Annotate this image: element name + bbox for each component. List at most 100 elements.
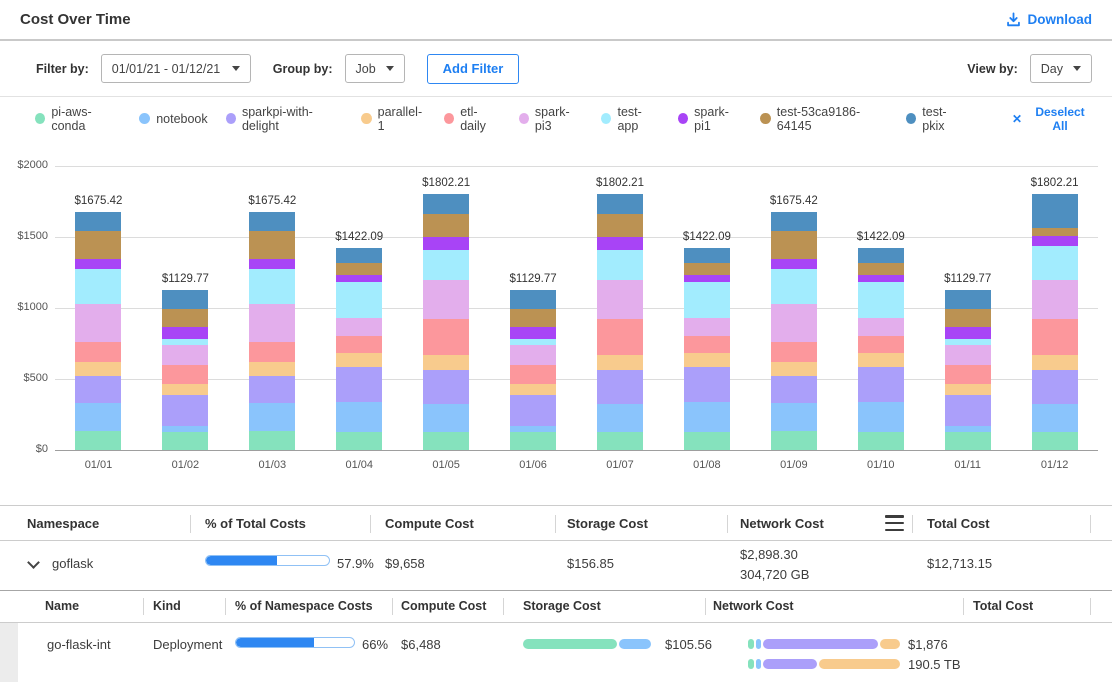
column-divider bbox=[963, 598, 964, 615]
network-usage-value: 190.5 TB bbox=[908, 657, 961, 672]
col-network[interactable]: Network Cost bbox=[713, 599, 794, 613]
bar-total-label: $1129.77 bbox=[944, 272, 992, 285]
col-storage[interactable]: Storage Cost bbox=[523, 599, 601, 613]
col-pct-ns[interactable]: % of Namespace Costs bbox=[235, 599, 373, 613]
legend-dot-icon bbox=[139, 113, 151, 124]
y-axis-tick-label: $2000 bbox=[17, 159, 48, 171]
cost-over-time-chart: $0 $500 $1000 $1500 $2000 $1675.42 $1129.77 $16… bbox=[0, 140, 1112, 497]
bar-slot: $1802.21 bbox=[1011, 140, 1098, 450]
chart-bar[interactable] bbox=[423, 194, 470, 450]
bar-segment-spark-pi1 bbox=[857, 274, 904, 282]
bar-segment-parallel-1 bbox=[944, 383, 991, 396]
bar-segment-spark-pi3 bbox=[249, 303, 296, 342]
legend-item-spark-pi1[interactable]: spark-pi1 bbox=[677, 105, 743, 133]
child-table-gutter bbox=[0, 623, 18, 682]
add-filter-button[interactable]: Add Filter bbox=[426, 53, 520, 84]
group-by-select[interactable]: Job bbox=[344, 54, 405, 83]
bar-segment-etl-daily bbox=[510, 365, 557, 384]
bar-segment-test-pkix bbox=[770, 212, 817, 232]
bar-segment-spark-pi3 bbox=[162, 345, 209, 366]
total-cost-value: $12,713.15 bbox=[927, 556, 993, 571]
bar-segment-etl-daily bbox=[857, 335, 904, 354]
bar-segment-etl-daily bbox=[770, 341, 817, 363]
chart-bar[interactable] bbox=[596, 194, 643, 450]
column-divider bbox=[555, 515, 556, 533]
bar-segment-notebook bbox=[162, 426, 209, 432]
legend-dot-icon bbox=[518, 113, 529, 124]
date-range-select[interactable]: 01/01/21 - 01/12/21 bbox=[100, 54, 251, 83]
bar-segment-sparkpi-with-delight bbox=[683, 366, 730, 402]
bar-segment-spark-pi1 bbox=[162, 327, 209, 339]
col-pct-total[interactable]: % of Total Costs bbox=[205, 516, 306, 531]
bar-segment-etl-daily bbox=[249, 341, 296, 363]
bar-segment-test-pkix bbox=[683, 248, 730, 263]
bar-segment-test-53ca9186-64145 bbox=[423, 213, 470, 238]
bar-segment-notebook bbox=[857, 401, 904, 433]
bar-segment-parallel-1 bbox=[770, 362, 817, 377]
column-divider bbox=[190, 515, 191, 533]
deselect-all-button[interactable]: ✕ Deselect All bbox=[1012, 105, 1092, 133]
chart-bar[interactable] bbox=[857, 248, 904, 450]
legend-item-notebook[interactable]: notebook bbox=[139, 112, 208, 126]
chart-bar[interactable] bbox=[249, 212, 296, 450]
x-axis-tick-label: 01/09 bbox=[780, 459, 808, 471]
bar-segment-spark-pi1 bbox=[944, 327, 991, 339]
chart-bar[interactable] bbox=[336, 248, 383, 450]
bar-segment-test-app bbox=[423, 250, 470, 281]
col-kind[interactable]: Kind bbox=[153, 599, 181, 613]
col-storage[interactable]: Storage Cost bbox=[567, 516, 648, 531]
bar-segment-test-53ca9186-64145 bbox=[75, 231, 122, 259]
bar-segment-pi-aws-conda bbox=[510, 432, 557, 450]
chart-bar[interactable] bbox=[770, 212, 817, 450]
legend-item-test-app[interactable]: test-app bbox=[601, 105, 660, 133]
legend-item-etl-daily[interactable]: etl-daily bbox=[443, 104, 501, 133]
bar-segment-pi-aws-conda bbox=[770, 431, 817, 450]
x-axis-tick-label: 01/12 bbox=[1040, 459, 1069, 471]
legend-item-label: test-app bbox=[617, 104, 642, 133]
deselect-all-label: Deselect All bbox=[1035, 104, 1085, 133]
bar-segment-spark-pi3 bbox=[857, 318, 904, 336]
network-usage-value: 304,720 GB bbox=[740, 567, 810, 582]
bar-segment-notebook bbox=[336, 401, 383, 433]
bar-segment-test-53ca9186-64145 bbox=[596, 213, 643, 238]
x-axis-tick-label: 01/05 bbox=[432, 459, 460, 471]
bar-segment-etl-daily bbox=[683, 335, 730, 354]
view-by-select[interactable]: Day bbox=[1029, 54, 1092, 83]
bar-segment-test-app bbox=[162, 338, 209, 346]
col-total[interactable]: Total Cost bbox=[973, 599, 1034, 613]
legend-item-spark-pi3[interactable]: spark-pi3 bbox=[518, 105, 584, 133]
col-namespace[interactable]: Namespace bbox=[27, 516, 100, 531]
mini-bar-segment bbox=[762, 659, 817, 669]
chart-bar[interactable] bbox=[162, 289, 209, 450]
legend-item-parallel-1[interactable]: parallel-1 bbox=[361, 105, 426, 133]
bar-segment-spark-pi1 bbox=[1031, 236, 1078, 247]
col-compute[interactable]: Compute Cost bbox=[401, 599, 487, 613]
view-by-value: Day bbox=[1040, 61, 1063, 76]
legend-item-sparkpi-with-delight[interactable]: sparkpi-with-delight bbox=[225, 105, 344, 133]
col-network[interactable]: Network Cost bbox=[740, 516, 824, 531]
column-settings-icon[interactable] bbox=[885, 515, 904, 531]
mini-bar-segment bbox=[748, 659, 755, 669]
download-button[interactable]: Download bbox=[1006, 12, 1092, 27]
col-compute[interactable]: Compute Cost bbox=[385, 516, 474, 531]
workload-row[interactable]: go-flask-int Deployment 66% $6,488 $105.… bbox=[0, 623, 1112, 682]
chart-bar[interactable] bbox=[683, 248, 730, 450]
legend-item-pi-aws-conda[interactable]: pi-aws-conda bbox=[35, 105, 121, 133]
bar-slot: $1675.42 bbox=[55, 140, 142, 450]
chart-bar[interactable] bbox=[1031, 194, 1078, 450]
col-total[interactable]: Total Cost bbox=[927, 516, 990, 531]
namespace-row[interactable]: goflask 57.9% $9,658 $156.85 $2,898.30 3… bbox=[0, 541, 1112, 590]
col-name[interactable]: Name bbox=[45, 599, 80, 613]
progress-fill bbox=[236, 638, 314, 647]
bar-segment-notebook bbox=[510, 426, 557, 432]
bar-total-label: $1675.42 bbox=[769, 195, 818, 208]
legend-item-label: etl-daily bbox=[460, 104, 486, 133]
legend-item-test-pkix[interactable]: test-pkix bbox=[905, 105, 966, 133]
bar-segment-test-pkix bbox=[162, 289, 209, 310]
chart-bar[interactable] bbox=[510, 289, 557, 450]
chevron-down-icon[interactable] bbox=[27, 556, 40, 569]
legend-item-test-53ca9186-64145[interactable]: test-53ca9186-64145 bbox=[760, 105, 888, 133]
chart-bar[interactable] bbox=[75, 212, 122, 450]
bar-segment-test-app bbox=[75, 268, 122, 304]
chart-bar[interactable] bbox=[944, 289, 991, 450]
